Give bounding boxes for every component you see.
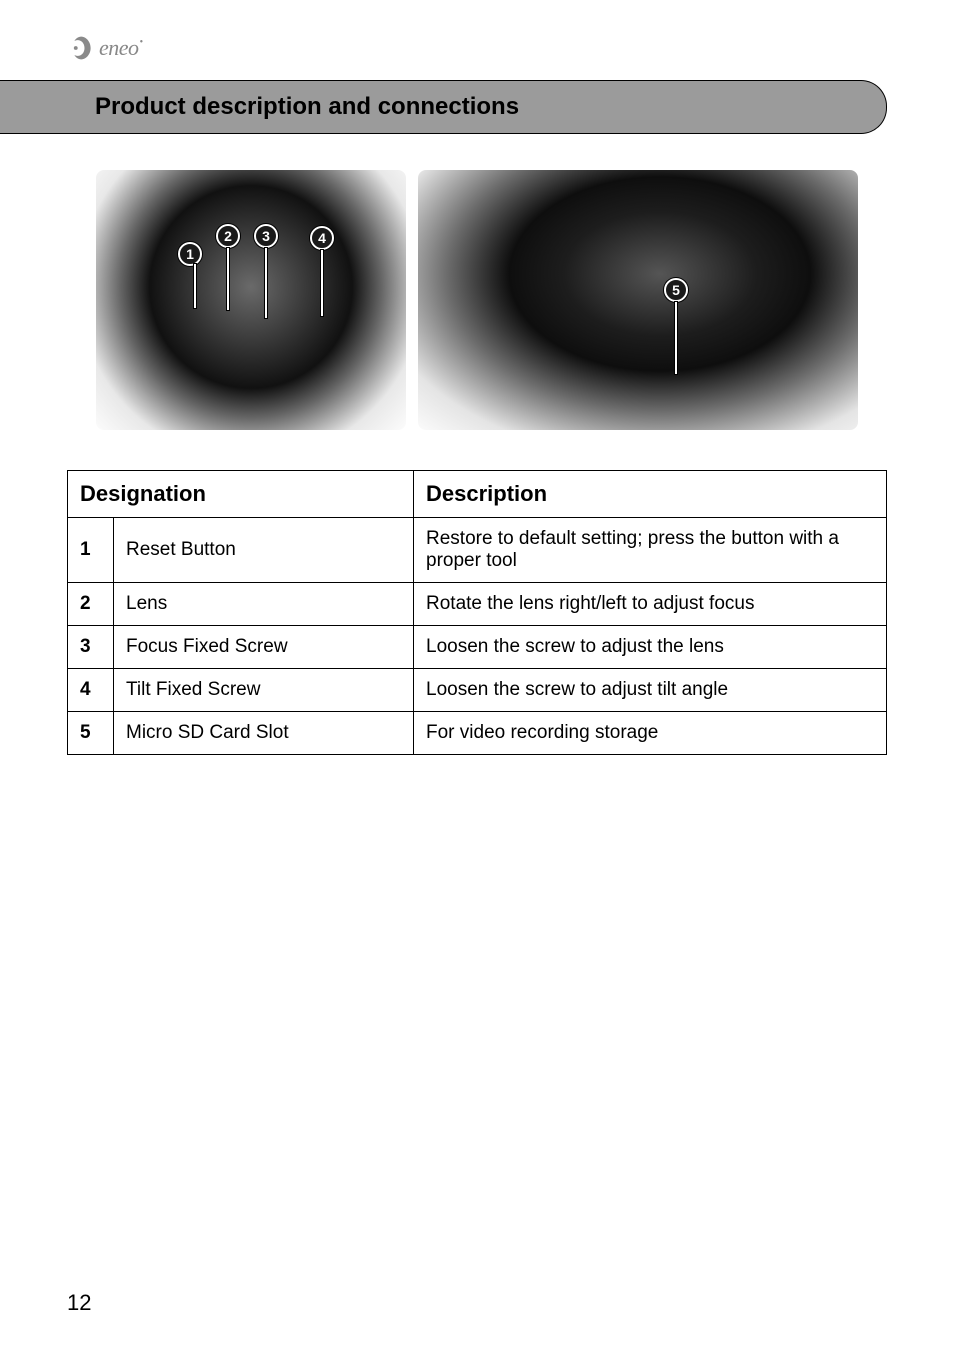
row-number: 4 [68, 669, 114, 712]
row-description: Restore to default setting; press the bu… [414, 518, 887, 583]
callout-bubble: 3 [254, 224, 278, 248]
row-number: 5 [68, 712, 114, 755]
designation-table: Designation Description 1Reset ButtonRes… [67, 470, 887, 755]
table-row: 4Tilt Fixed ScrewLoosen the screw to adj… [68, 669, 887, 712]
row-number: 3 [68, 626, 114, 669]
row-description: Loosen the screw to adjust tilt angle [414, 669, 887, 712]
header-description: Description [414, 471, 887, 518]
row-name: Lens [114, 583, 414, 626]
callout-leader [227, 248, 229, 310]
header-designation: Designation [68, 471, 414, 518]
row-description: Rotate the lens right/left to adjust foc… [414, 583, 887, 626]
row-number: 2 [68, 583, 114, 626]
logo-text: eneo• [99, 35, 143, 61]
callout-bubble: 1 [178, 242, 202, 266]
product-images: 123 4 5 [67, 170, 887, 430]
product-image-top-view: 123 4 [96, 170, 406, 430]
section-title: Product description and connections [0, 80, 887, 134]
table-header-row: Designation Description [68, 471, 887, 518]
logo-mark-icon [67, 34, 95, 62]
row-description: For video recording storage [414, 712, 887, 755]
table-body: 1Reset ButtonRestore to default setting;… [68, 518, 887, 755]
row-description: Loosen the screw to adjust the lens [414, 626, 887, 669]
row-name: Reset Button [114, 518, 414, 583]
callout-leader [265, 248, 267, 318]
callout-leader [194, 264, 196, 308]
row-number: 1 [68, 518, 114, 583]
callout-bubble: 2 [216, 224, 240, 248]
table-row: 1Reset ButtonRestore to default setting;… [68, 518, 887, 583]
callout-leader [675, 302, 677, 374]
row-name: Tilt Fixed Screw [114, 669, 414, 712]
table-row: 2LensRotate the lens right/left to adjus… [68, 583, 887, 626]
table-row: 5Micro SD Card SlotFor video recording s… [68, 712, 887, 755]
product-image-side-view: 5 [418, 170, 858, 430]
row-name: Focus Fixed Screw [114, 626, 414, 669]
callout-bubble: 4 [310, 226, 334, 250]
callout-leader [321, 250, 323, 316]
brand-logo: eneo• [67, 34, 887, 62]
callout-bubble: 5 [664, 278, 688, 302]
row-name: Micro SD Card Slot [114, 712, 414, 755]
page-number: 12 [67, 1290, 91, 1316]
table-row: 3Focus Fixed ScrewLoosen the screw to ad… [68, 626, 887, 669]
section-banner: Product description and connections [67, 80, 887, 134]
